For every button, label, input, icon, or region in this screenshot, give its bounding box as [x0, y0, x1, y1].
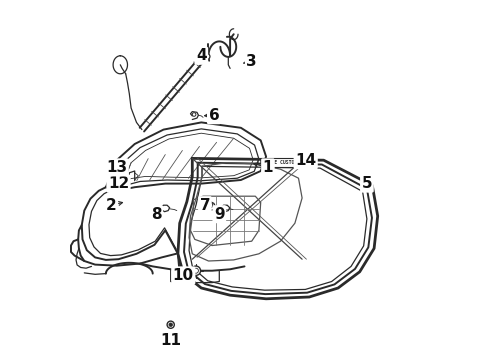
Text: 2: 2	[106, 198, 117, 213]
Text: 6: 6	[208, 108, 219, 123]
Text: 4: 4	[196, 48, 206, 63]
Text: 12: 12	[108, 176, 129, 191]
Text: 7: 7	[199, 198, 210, 213]
Text: 3: 3	[246, 54, 257, 69]
Text: 9: 9	[214, 207, 224, 222]
Circle shape	[127, 181, 129, 184]
Circle shape	[192, 113, 196, 116]
Text: 10: 10	[172, 268, 193, 283]
Text: 13: 13	[106, 160, 127, 175]
Circle shape	[204, 54, 209, 59]
Circle shape	[126, 179, 128, 181]
Circle shape	[191, 266, 200, 275]
Circle shape	[193, 268, 198, 273]
Circle shape	[207, 203, 212, 208]
Text: 8: 8	[151, 207, 161, 222]
Circle shape	[168, 323, 172, 327]
Circle shape	[125, 181, 127, 184]
FancyBboxPatch shape	[261, 158, 294, 167]
Circle shape	[167, 321, 174, 328]
Text: 5: 5	[361, 176, 371, 191]
Circle shape	[126, 184, 128, 186]
Text: 11: 11	[160, 333, 181, 348]
Text: LESABRE CUSTOM: LESABRE CUSTOM	[257, 160, 297, 165]
Text: 14: 14	[295, 153, 316, 168]
Text: 1: 1	[262, 160, 273, 175]
